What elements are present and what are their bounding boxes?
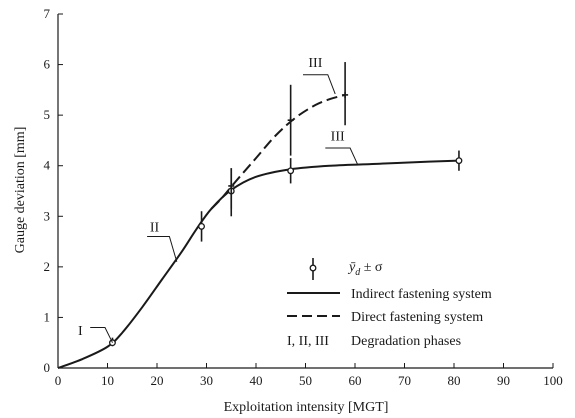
legend-pm-sigma: ± σ — [360, 260, 383, 275]
legend-entry-direct: Direct fastening system — [351, 310, 483, 325]
phase-leader-line — [325, 147, 358, 165]
data-point-direct — [287, 117, 294, 124]
data-point-indirect — [455, 157, 463, 165]
x-tick-label: 80 — [448, 373, 461, 388]
y-tick-label: 4 — [44, 158, 51, 173]
x-tick-label: 60 — [349, 373, 362, 388]
y-tick-label: 1 — [44, 309, 51, 324]
data-point-direct — [342, 91, 349, 98]
legend-phases-key: I, II, III — [287, 334, 329, 349]
phase-leader-line — [303, 74, 336, 95]
direct-fastening-curve — [210, 93, 346, 210]
x-tick-label: 40 — [250, 373, 263, 388]
x-tick-label: 70 — [398, 373, 411, 388]
x-tick-label: 30 — [200, 373, 213, 388]
data-points — [108, 62, 463, 347]
legend-marker-errorbar — [309, 258, 317, 280]
y-tick-label: 2 — [44, 259, 51, 274]
phase-leader-line — [90, 327, 113, 343]
data-point-indirect — [198, 222, 205, 230]
legend-mean-subscript: d — [355, 267, 361, 278]
x-tick-label: 90 — [497, 373, 510, 388]
legend-entry-mean-sd: ȳd ± σ — [347, 260, 383, 278]
legend-entry-indirect: Indirect fastening system — [351, 287, 492, 302]
y-tick-label: 6 — [44, 57, 51, 72]
data-point-direct — [228, 182, 235, 189]
x-tick-label: 100 — [543, 373, 563, 388]
phase-label: I — [78, 324, 83, 339]
y-tick-label: 5 — [44, 107, 51, 122]
legend-mean-symbol: ȳ — [347, 260, 356, 275]
legend-open-circle — [309, 264, 317, 272]
y-tick-label: 0 — [44, 360, 51, 375]
curves — [57, 93, 459, 369]
phase-label: III — [331, 129, 345, 144]
indirect-fastening-curve — [57, 159, 459, 369]
y-axis-label: Gauge deviation [mm] — [13, 127, 28, 254]
x-tick-label: 50 — [299, 373, 312, 388]
x-axis-label: Exploitation intensity [MGT] — [224, 400, 389, 415]
phase-label: III — [308, 56, 322, 71]
axes: 0 10 20 30 40 50 60 70 80 90 100 0 1 2 3 4 5 6 7 — [44, 6, 563, 388]
x-tick-label: 0 — [55, 373, 62, 388]
legend: ȳd ± σ Indirect fastening system Direct … — [287, 258, 492, 349]
y-tick-label: 3 — [44, 208, 51, 223]
y-tick-label: 7 — [44, 6, 51, 21]
phase-label: II — [150, 220, 160, 235]
phase-leader-line — [147, 236, 178, 262]
data-point-indirect — [287, 167, 295, 175]
x-tick-label: 20 — [151, 373, 164, 388]
legend-entry-phases: Degradation phases — [351, 334, 461, 349]
x-tick-label: 10 — [101, 373, 114, 388]
